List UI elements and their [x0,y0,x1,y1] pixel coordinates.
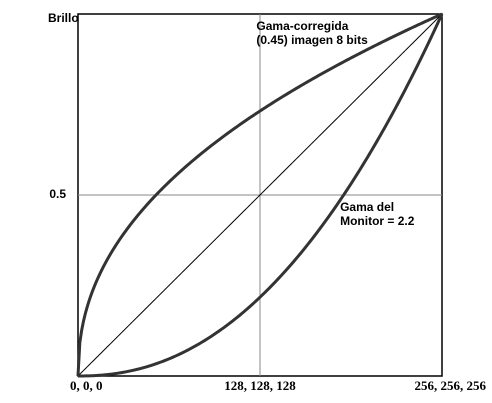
y-tick-label: 0.5 [49,187,66,201]
annotation-gamma-corrected-line1: Gama-corregida [256,19,348,33]
x-tick-label: 0, 0, 0 [70,378,103,393]
annotation-monitor-gamma-line2: Monitor = 2.2 [340,214,415,228]
identity-line [77,13,443,377]
annotation-gamma-corrected-line2: (0.45) imagen 8 bits [256,33,368,47]
y-axis-label: Brillo [48,11,79,25]
gamma-corrected-curve [76,12,443,377]
monitor-gamma-curve [78,13,444,378]
x-tick-label: 256, 256, 256 [415,378,487,393]
annotation-monitor-gamma-line1: Gama del [340,200,394,214]
x-tick-label: 128, 128, 128 [224,378,296,393]
